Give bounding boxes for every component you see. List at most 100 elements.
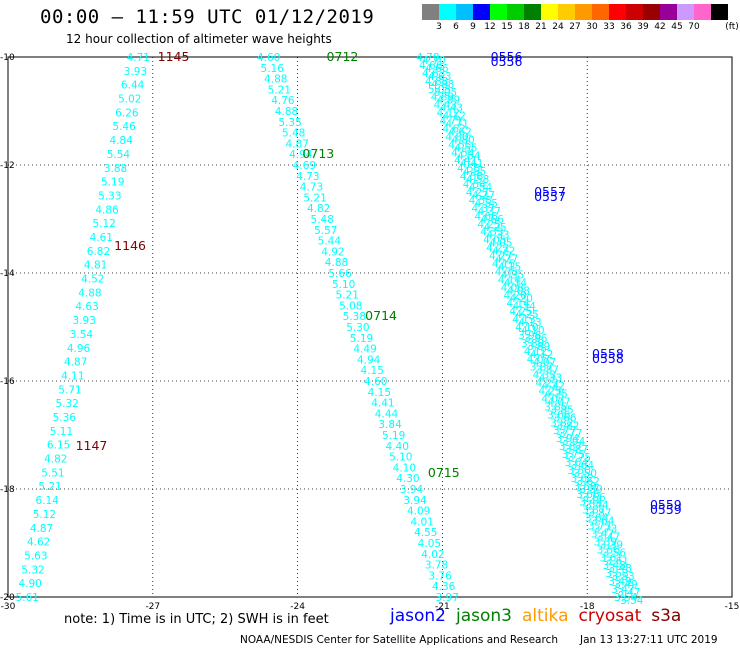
wave-height-value: 3.87	[530, 362, 553, 374]
wave-height-value: 6.82	[87, 246, 110, 258]
wave-height-value: 5.16	[261, 63, 285, 75]
wave-height-value: 5.30	[346, 322, 369, 334]
wave-height-value: 3.53	[605, 568, 628, 580]
wave-height-value: 4.10	[515, 322, 538, 334]
wave-height-value: 3.82	[550, 417, 573, 429]
wave-height-value: 4.73	[296, 171, 319, 183]
wave-height-value: 4.52	[81, 274, 104, 286]
wave-height-value: 4.58	[460, 171, 483, 183]
legend-swatch	[711, 4, 728, 20]
wave-height-value: 4.54	[457, 150, 481, 162]
wave-height-value: 5.05	[428, 84, 451, 96]
wave-height-value: 4.66	[474, 211, 498, 223]
legend-swatch	[422, 4, 439, 20]
wave-height-value: 4.13	[518, 317, 541, 329]
legend-swatch	[626, 4, 643, 20]
legend-swatch	[660, 4, 677, 20]
wave-height-value: 4.05	[489, 238, 512, 250]
wave-height-value: 3.47	[611, 584, 634, 596]
legend-label: 33	[603, 22, 615, 32]
wave-height-value: 3.54	[620, 595, 644, 607]
wave-height-value: 3.94	[403, 495, 427, 507]
wave-height-value: 4.30	[396, 473, 419, 485]
wave-height-value: 4.96	[67, 343, 91, 355]
wave-height-value: 3.75	[562, 449, 585, 461]
wave-height-value: 4.33	[480, 227, 503, 239]
y-tick-label: -10	[0, 53, 15, 63]
wave-height-value: 5.57	[314, 225, 337, 237]
wave-height-value: 4.60	[364, 376, 387, 388]
legend-label: 21	[535, 22, 547, 32]
wave-height-value: 5.11	[50, 426, 73, 438]
wave-height-value: 4.02	[421, 549, 444, 561]
satellite-key-s3a: s3a	[651, 606, 682, 626]
wave-height-value: 4.87	[30, 523, 53, 535]
legend-swatch	[592, 4, 609, 20]
wave-height-value: 3.56	[597, 544, 621, 556]
wave-height-value: 4.33	[533, 370, 556, 382]
wave-height-value: 4.15	[498, 261, 521, 273]
color-legend	[422, 4, 728, 20]
legend-swatch	[575, 4, 592, 20]
wave-height-value: 4.84	[110, 135, 134, 147]
generated-timestamp: Jan 13 13:27:11 UTC 2019	[580, 634, 718, 646]
wave-height-value: 3.54	[614, 592, 638, 604]
wave-height-value: 4.71	[446, 119, 469, 131]
wave-height-value: 4.43	[440, 103, 463, 115]
wave-height-value: 4.07	[533, 357, 556, 369]
wave-height-value: 3.54	[70, 329, 94, 341]
wave-height-value: 5.12	[92, 218, 115, 230]
wave-height-value: 4.82	[44, 454, 67, 466]
wave-height-value: 4.88	[264, 74, 287, 86]
legend-label: 70	[688, 22, 700, 32]
satellite-key-cryosat: cryosat	[578, 606, 642, 626]
wave-height-value: 5.54	[107, 149, 131, 161]
legend-swatch	[643, 4, 660, 20]
wave-height-value: 3.85	[550, 404, 573, 416]
legend-swatch	[439, 4, 456, 20]
wave-height-value: 3.87	[565, 444, 588, 456]
wave-height-value: 4.88	[275, 106, 298, 118]
wave-height-value: 3.59	[573, 481, 596, 493]
wave-height-value: 4.20	[504, 290, 527, 302]
wave-height-value: 3.97	[436, 592, 459, 604]
legend-swatch	[541, 4, 558, 20]
wave-height-value: 3.56	[603, 547, 627, 559]
wave-height-value: 4.88	[78, 287, 101, 299]
wave-height-value: 3.64	[585, 513, 609, 525]
wave-height-value: 4.61	[90, 232, 113, 244]
wave-height-value: 4.92	[321, 246, 344, 258]
wave-height-value: 3.53	[611, 571, 634, 583]
wave-height-value: 4.41	[371, 398, 394, 410]
wave-height-value: 4.94	[357, 354, 381, 366]
wave-height-value: 4.15	[361, 365, 384, 377]
wave-height-value: 4.80	[445, 131, 468, 143]
wave-height-value: 4.10	[521, 325, 544, 337]
wave-height-value: 3.85	[544, 401, 567, 413]
legend-swatch	[677, 4, 694, 20]
wave-height-value: 5.48	[311, 214, 334, 226]
wave-height-value: 3.73	[588, 521, 611, 533]
wave-height-value: 3.77	[559, 428, 582, 440]
y-tick-label: -20	[0, 593, 15, 603]
wave-height-value: 3.96	[518, 330, 542, 342]
wave-height-value: 4.55	[454, 142, 477, 154]
wave-height-value: 4.54	[463, 179, 487, 191]
wave-height-value: 3.39	[600, 539, 623, 551]
wave-height-value: 4.70	[422, 55, 445, 67]
pass-time-label: 1146	[114, 238, 146, 253]
wave-height-value: 5.21	[38, 481, 61, 493]
wave-height-value: 3.44	[579, 497, 603, 509]
map-frame	[7, 56, 733, 598]
y-tick-label: -12	[0, 161, 15, 171]
wave-height-value: 6.44	[121, 80, 145, 92]
wave-height-value: 4.62	[442, 123, 465, 135]
wave-height-value: 4.22	[492, 246, 515, 258]
wave-height-value: 3.66	[553, 412, 577, 424]
wave-height-value: 5.19	[350, 333, 373, 345]
legend-label: 9	[470, 22, 476, 32]
wave-height-value: 4.54	[469, 182, 493, 194]
legend-label: 18	[518, 22, 530, 32]
wave-height-value: 4.27	[472, 190, 495, 202]
wave-height-value: 3.76	[428, 570, 452, 582]
